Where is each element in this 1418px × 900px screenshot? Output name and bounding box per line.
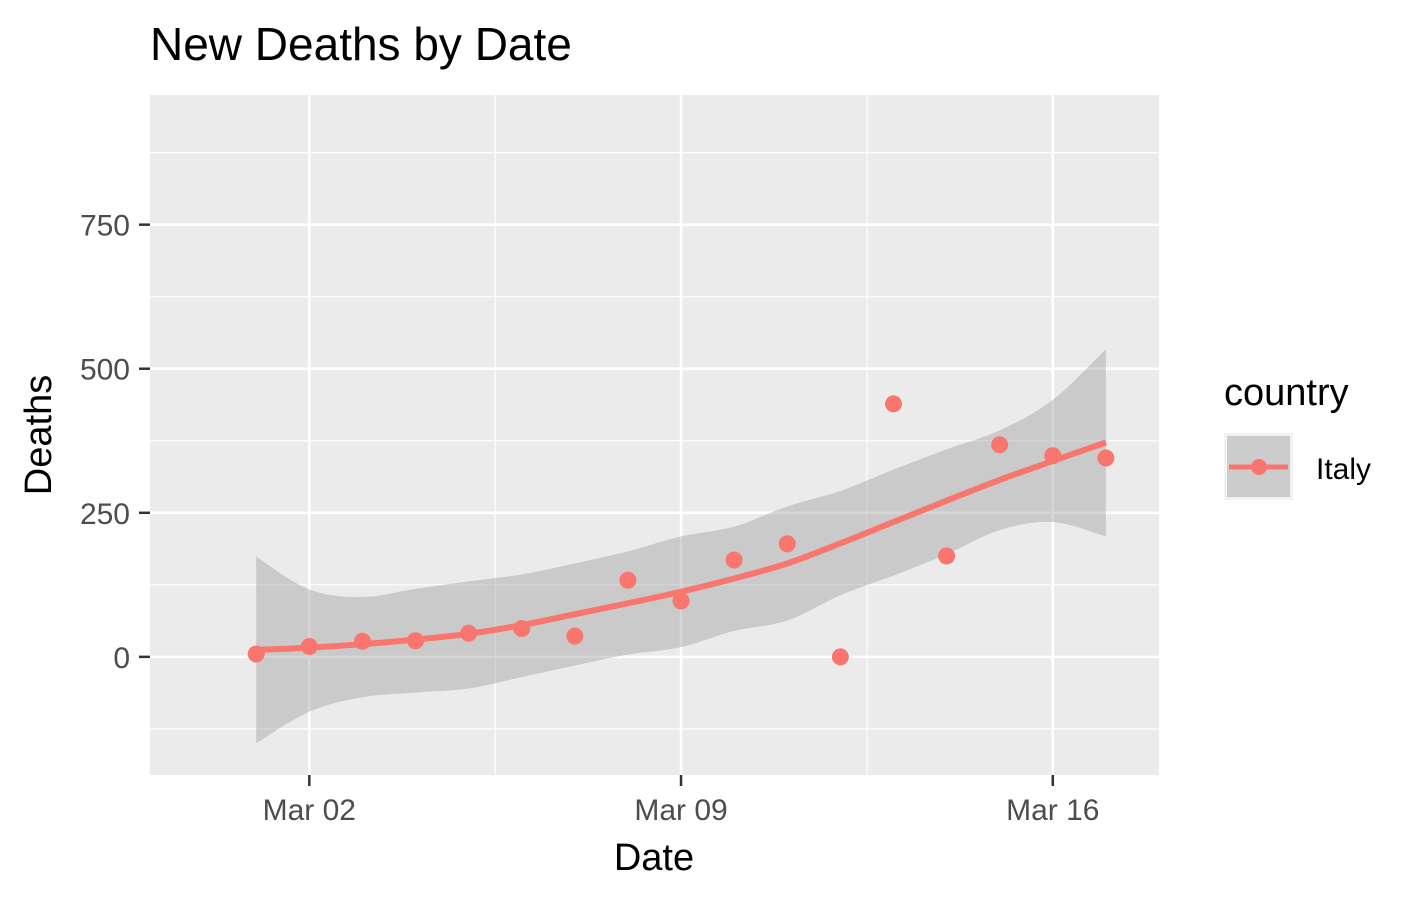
data-point <box>1044 447 1062 465</box>
data-point <box>619 571 637 589</box>
data-point <box>407 632 425 650</box>
chart-title: New Deaths by Date <box>150 18 572 70</box>
data-point <box>725 551 743 569</box>
x-tick-label: Mar 09 <box>634 794 727 827</box>
x-tick-label: Mar 02 <box>263 794 356 827</box>
x-axis-title: Date <box>614 837 694 879</box>
major-gridlines <box>150 95 1159 775</box>
y-axis: 0 250 500 750 <box>80 210 150 675</box>
legend-key-point <box>1251 459 1267 475</box>
legend-title: country <box>1224 372 1349 414</box>
data-point <box>884 395 902 413</box>
confidence-band <box>256 349 1106 744</box>
x-tick-label: Mar 16 <box>1006 794 1099 827</box>
confidence-band-layer <box>256 349 1106 744</box>
data-point <box>513 620 531 638</box>
smooth-line-layer <box>256 439 1107 653</box>
data-point <box>353 632 371 650</box>
legend: country Italy <box>1224 372 1371 500</box>
points-layer <box>247 395 1115 666</box>
data-point <box>672 592 690 610</box>
smooth-line <box>256 439 1107 653</box>
data-point <box>300 637 318 655</box>
data-point <box>831 648 849 666</box>
data-point <box>1097 449 1115 467</box>
minor-gridlines <box>150 95 1159 775</box>
y-axis-title: Deaths <box>18 375 60 495</box>
plot-panel <box>150 95 1159 775</box>
data-point <box>460 624 478 642</box>
data-point <box>991 436 1009 454</box>
y-tick-label: 0 <box>113 642 130 675</box>
y-tick-label: 500 <box>80 354 130 387</box>
x-axis: Mar 02 Mar 09 Mar 16 <box>263 775 1099 827</box>
legend-label-italy: Italy <box>1316 453 1371 486</box>
data-point <box>938 547 956 565</box>
y-tick-label: 750 <box>80 210 130 243</box>
y-tick-label: 250 <box>80 498 130 531</box>
data-point <box>778 535 796 553</box>
data-point <box>247 645 265 663</box>
data-point <box>566 627 584 645</box>
